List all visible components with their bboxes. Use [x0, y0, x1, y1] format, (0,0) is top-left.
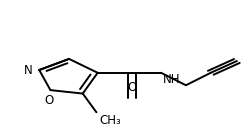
Text: O: O — [128, 81, 137, 94]
Text: NH: NH — [163, 74, 180, 87]
Text: CH₃: CH₃ — [100, 114, 121, 127]
Text: O: O — [44, 94, 54, 107]
Text: N: N — [24, 64, 33, 76]
